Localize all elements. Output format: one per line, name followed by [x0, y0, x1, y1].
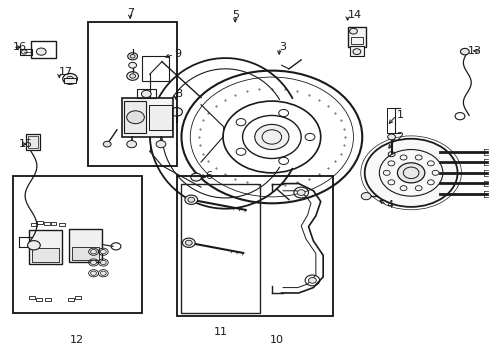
Circle shape — [185, 240, 192, 245]
Text: 3: 3 — [279, 42, 286, 52]
Circle shape — [130, 74, 136, 78]
Circle shape — [297, 190, 305, 195]
Bar — [44, 222, 49, 225]
Text: 14: 14 — [347, 10, 362, 20]
Circle shape — [127, 140, 137, 148]
Circle shape — [171, 108, 182, 116]
Bar — [75, 296, 81, 299]
Bar — [350, 37, 363, 44]
Circle shape — [182, 238, 195, 247]
Bar — [32, 248, 59, 262]
Circle shape — [255, 125, 289, 149]
Circle shape — [128, 53, 138, 60]
Bar — [45, 298, 50, 301]
Text: 7: 7 — [126, 8, 134, 18]
Circle shape — [91, 249, 97, 254]
Bar — [68, 298, 74, 301]
Bar — [176, 176, 333, 316]
Bar — [31, 223, 37, 226]
Bar — [13, 176, 143, 313]
Text: 10: 10 — [270, 334, 284, 345]
Circle shape — [100, 260, 106, 265]
Bar — [72, 247, 99, 260]
Circle shape — [100, 249, 106, 254]
Text: 17: 17 — [59, 67, 74, 77]
Bar — [137, 89, 156, 98]
Circle shape — [191, 173, 201, 181]
Circle shape — [63, 73, 77, 84]
Bar — [20, 49, 32, 55]
Bar — [149, 105, 172, 130]
Text: 11: 11 — [214, 327, 227, 337]
Bar — [27, 136, 38, 148]
Bar — [50, 222, 56, 225]
Circle shape — [349, 28, 357, 34]
Circle shape — [461, 48, 469, 55]
Text: 16: 16 — [13, 42, 27, 52]
Circle shape — [67, 76, 74, 81]
Circle shape — [127, 72, 139, 80]
Circle shape — [129, 62, 137, 68]
Text: 4: 4 — [387, 200, 394, 210]
Bar — [88, 22, 176, 166]
Circle shape — [130, 54, 135, 58]
Circle shape — [365, 139, 458, 207]
Text: 9: 9 — [174, 49, 181, 59]
Circle shape — [21, 50, 27, 54]
Text: 8: 8 — [175, 89, 183, 99]
Bar — [36, 298, 42, 301]
Bar — [181, 184, 260, 313]
Circle shape — [27, 240, 40, 250]
Circle shape — [91, 260, 97, 265]
Circle shape — [353, 49, 361, 54]
Circle shape — [100, 271, 106, 275]
Bar — [26, 134, 40, 149]
Bar — [29, 230, 62, 264]
Circle shape — [127, 111, 145, 124]
Circle shape — [188, 197, 195, 202]
Bar — [122, 98, 173, 137]
Bar — [143, 56, 169, 81]
Circle shape — [397, 163, 425, 183]
Text: 5: 5 — [232, 10, 239, 20]
Circle shape — [309, 278, 317, 283]
Bar — [37, 221, 43, 224]
Text: 12: 12 — [70, 334, 83, 345]
Bar — [350, 46, 364, 56]
Circle shape — [185, 195, 197, 204]
Bar — [31, 41, 56, 58]
Circle shape — [361, 193, 371, 200]
Bar — [69, 229, 102, 262]
Circle shape — [156, 140, 166, 148]
Circle shape — [91, 271, 97, 275]
Text: 15: 15 — [19, 139, 33, 149]
Bar — [29, 296, 35, 299]
Bar — [347, 27, 366, 47]
Text: 1: 1 — [396, 111, 403, 121]
Text: 6: 6 — [205, 171, 212, 181]
Text: 13: 13 — [468, 46, 482, 56]
Circle shape — [388, 134, 395, 140]
Circle shape — [142, 90, 151, 98]
Circle shape — [103, 141, 111, 147]
Circle shape — [36, 48, 46, 55]
Bar — [124, 101, 147, 134]
Bar — [59, 223, 65, 226]
Text: 2: 2 — [396, 132, 404, 142]
Bar — [64, 78, 76, 83]
